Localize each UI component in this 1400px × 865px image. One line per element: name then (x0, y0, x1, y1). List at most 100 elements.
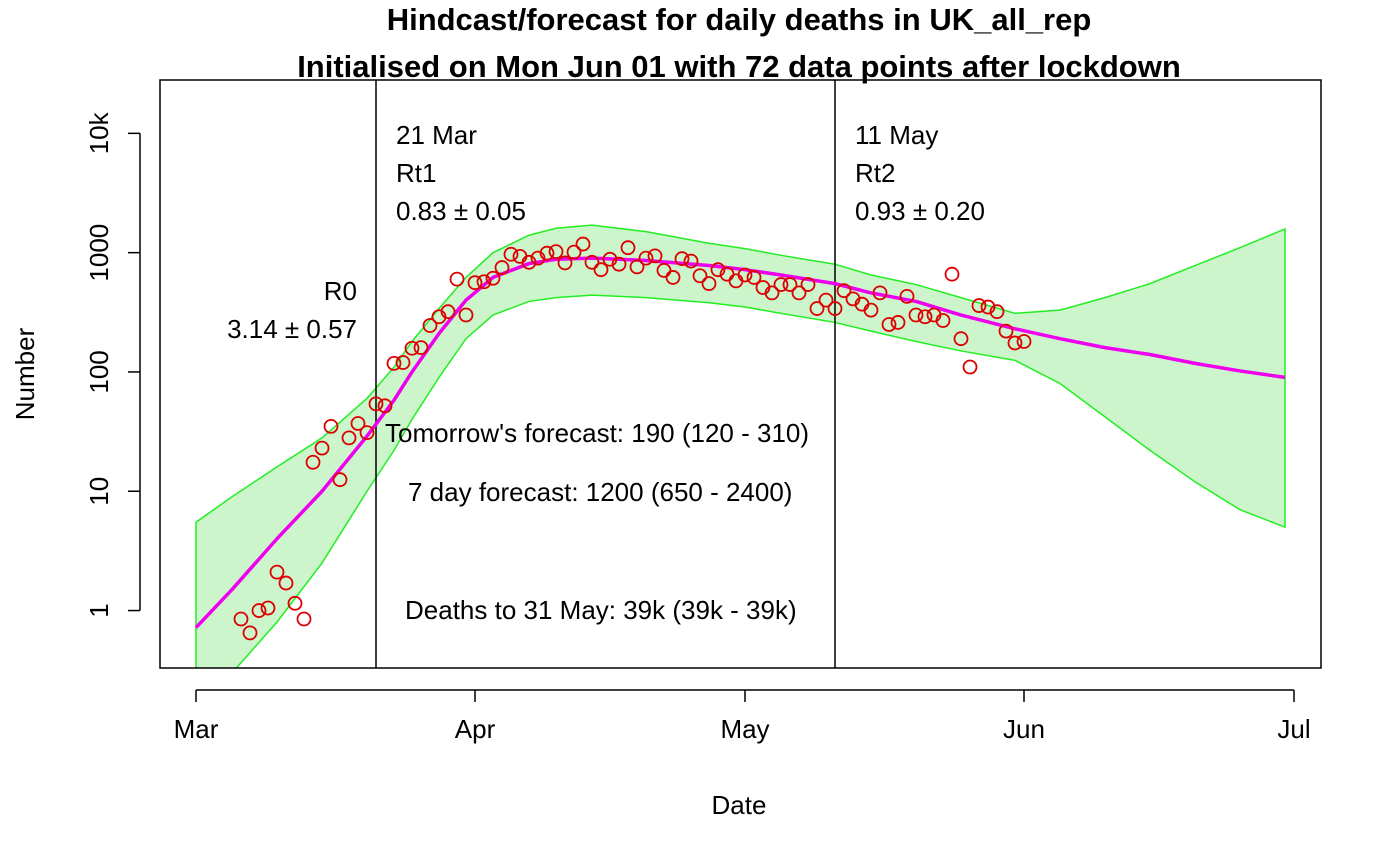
data-point (782, 277, 798, 292)
data-point (800, 277, 816, 292)
x-tick-label: Jun (1003, 714, 1045, 744)
data-point (260, 600, 276, 616)
data-point (503, 246, 519, 262)
data-point (764, 285, 780, 301)
data-point (647, 248, 663, 264)
tomorrow-forecast-text: Tomorrow's forecast: 190 (120 - 310) (385, 418, 809, 448)
r0-value: 3.14 ± 0.57 (227, 314, 357, 344)
data-point (269, 564, 285, 580)
data-point (710, 262, 726, 278)
y-tick-label: 100 (84, 350, 114, 393)
data-point (890, 315, 906, 330)
data-point (881, 317, 897, 332)
data-point (548, 244, 564, 260)
y-tick-label: 1000 (84, 224, 114, 282)
marker-1-label-1: 21 Mar (396, 120, 477, 150)
data-point (287, 595, 303, 611)
confidence-band-layer (195, 224, 1286, 668)
marker-2-label-2: Rt2 (855, 158, 895, 188)
data-point (395, 355, 411, 370)
data-point (827, 301, 843, 316)
marker-2-label-3: 0.93 ± 0.20 (855, 196, 985, 226)
data-point (944, 266, 960, 282)
data-point (440, 304, 456, 320)
data-point (917, 309, 933, 325)
marker-annotations: 21 Mar Rt1 0.83 ± 0.05 11 May Rt2 0.93 ± 0.20 (396, 120, 985, 226)
data-point (791, 285, 807, 301)
plot-frame (159, 79, 1322, 669)
data-point (818, 292, 834, 308)
x-tick-label: Mar (174, 714, 219, 744)
data-point (1016, 334, 1032, 349)
data-point (386, 355, 402, 371)
data-point (251, 603, 267, 618)
data-point (980, 299, 996, 315)
marker-2-label-1: 11 May (855, 120, 938, 150)
data-point (863, 302, 879, 318)
data-point (656, 262, 672, 278)
data-point (341, 430, 357, 446)
data-point (998, 323, 1014, 339)
data-point (566, 244, 582, 260)
data-point (908, 307, 924, 323)
data-point (962, 359, 978, 375)
week-forecast-text: 7 day forecast: 1200 (650 - 2400) (408, 477, 792, 507)
data-point (746, 270, 762, 285)
data-point (368, 396, 384, 412)
data-point (1007, 335, 1023, 351)
data-point (530, 250, 546, 266)
deaths-total-text: Deaths to 31 May: 39k (39k - 39k) (405, 595, 797, 625)
data-point (773, 277, 789, 292)
y-tick-label: 1 (84, 603, 114, 617)
data-point (539, 245, 555, 261)
data-point (899, 288, 915, 304)
data-point (701, 276, 717, 292)
data-point (611, 256, 627, 272)
data-point (809, 301, 825, 316)
marker-1-label-2: Rt1 (396, 158, 436, 188)
data-point (872, 285, 888, 301)
data-point (836, 283, 852, 299)
data-point (242, 625, 258, 641)
data-point (449, 271, 465, 287)
data-point (692, 268, 708, 284)
x-tick-label: Apr (455, 714, 496, 744)
data-point (557, 255, 573, 271)
observed-points-layer (233, 236, 1032, 641)
data-point (350, 416, 366, 431)
y-tick-label: 10 (84, 477, 114, 506)
data-point (971, 298, 987, 313)
data-point (377, 398, 393, 414)
data-point (629, 259, 645, 275)
data-point (233, 611, 249, 627)
data-point (953, 331, 969, 347)
data-point (413, 340, 429, 356)
data-point (620, 240, 636, 256)
data-point (935, 313, 951, 328)
x-axis: Mar Apr May Jun Jul (174, 689, 1311, 744)
confidence-band (195, 224, 1286, 668)
chart-title: Hindcast/forecast for daily deaths in UK… (387, 2, 1092, 37)
x-axis-label: Date (712, 790, 767, 820)
data-point (305, 454, 321, 470)
data-point (314, 440, 330, 456)
data-point (485, 270, 501, 286)
data-point (332, 472, 348, 488)
data-point (323, 418, 339, 434)
data-point (467, 275, 483, 291)
data-point (593, 262, 609, 278)
data-point (638, 250, 654, 266)
data-point (737, 267, 753, 283)
data-point (584, 254, 600, 270)
data-point (359, 425, 375, 441)
data-point (674, 251, 690, 267)
y-tick-label: 10k (84, 111, 114, 154)
y-axis-label: Number (10, 327, 40, 420)
data-point (476, 274, 492, 290)
data-point (602, 251, 618, 267)
marker-lines-layer (375, 80, 836, 668)
data-point (521, 254, 537, 270)
data-point (494, 260, 510, 275)
r0-label: R0 (324, 276, 357, 306)
